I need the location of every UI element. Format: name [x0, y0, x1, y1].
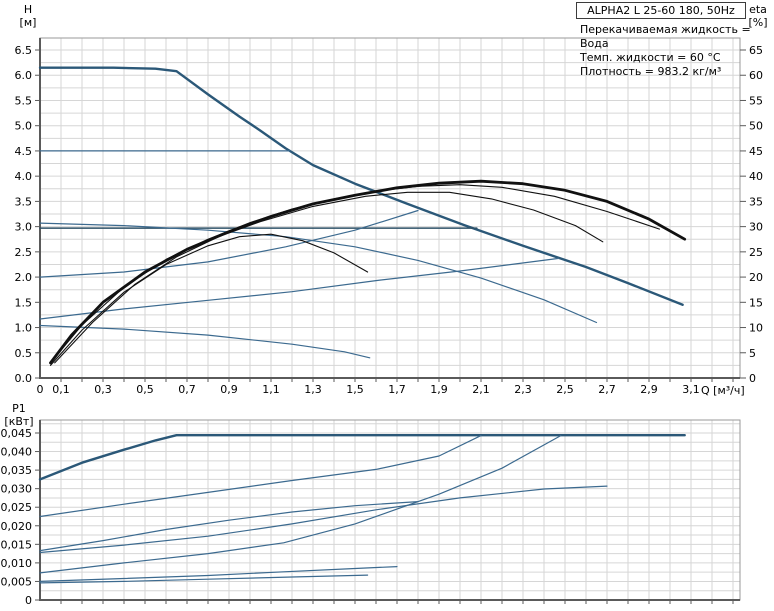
y-left-tick-label: 0,010	[1, 557, 33, 570]
liquid-info-block: Перекачиваемая жидкость = Вода Темп. жид…	[580, 23, 774, 79]
y-right-tick-label: 65	[749, 44, 763, 57]
series-prop-pressure-1	[39, 257, 560, 320]
pump-title: ALPHA2 L 25-60 180, 50Hz	[587, 4, 735, 17]
x-tick-label: 1,3	[304, 383, 322, 396]
y-right-tick-label: 30	[749, 221, 763, 234]
head-axis-symbol: H	[23, 3, 33, 16]
y-left-tick-label: 0.0	[15, 372, 33, 385]
series-p1-prop-pressure-1	[39, 565, 398, 583]
y-right-tick-label: 15	[749, 296, 763, 309]
info-line-liquid: Перекачиваемая жидкость = Вода	[580, 23, 751, 50]
series-p1-prop-pressure-2	[39, 435, 562, 574]
x-tick-label: 3,1	[682, 383, 700, 396]
series-p1-speed-1	[39, 574, 369, 584]
y-left-tick-label: 3.5	[15, 195, 33, 208]
eta-axis-unit: [%]	[748, 16, 768, 29]
y-right-tick-label: 50	[749, 120, 763, 133]
pump-title-box: ALPHA2 L 25-60 180, 50Hz	[576, 2, 746, 19]
y-right-tick-label: 55	[749, 94, 763, 107]
series-p1-speed-2	[39, 485, 608, 554]
head-axis-unit: [м]	[19, 16, 37, 29]
y-left-tick-label: 4.0	[15, 170, 33, 183]
axis-ticks: 0 0,1 0,3 0,5 0,7 0,9 1,1 1,3 1,5 1,7 1,9 2,1 2,3 2,5…	[15, 44, 764, 396]
x-tick-label: 0,9	[220, 383, 238, 396]
axis-ticks: 0 0,005 0,010 0,015 0,020 0,025 0,030 0,035 0,04…	[1, 427, 734, 607]
x-tick-label: 1,5	[346, 383, 364, 396]
x-tick-label: 2,5	[556, 383, 574, 396]
series-p1-const-pressure-4.5	[39, 501, 419, 552]
gridlines	[40, 38, 740, 378]
info-line-temperature: Темп. жидкости = 60 °C	[580, 51, 721, 64]
x-tick-label: 1,1	[262, 383, 280, 396]
x-tick-label: 0,3	[94, 383, 112, 396]
y-left-tick-label: 0,020	[1, 520, 33, 533]
eta-axis-label: eta [%]	[744, 3, 772, 29]
y-right-tick-label: 5	[749, 347, 756, 360]
series-p1-speed-3	[38, 434, 686, 481]
series-eta-b	[54, 191, 604, 364]
power-axis-label: P1 [кВт]	[2, 402, 36, 428]
power-axis-symbol: P1	[12, 402, 26, 415]
y-left-tick-label: 0	[25, 594, 32, 607]
y-right-tick-label: 45	[749, 145, 763, 158]
x-tick-label: 0,7	[178, 383, 196, 396]
series-speed-1-qh	[39, 324, 371, 359]
y-right-tick-label: 35	[749, 195, 763, 208]
y-left-tick-label: 5.5	[15, 94, 33, 107]
y-left-tick-label: 0,045	[1, 427, 33, 440]
y-left-tick-label: 0,015	[1, 538, 33, 551]
series-prop-pressure-2	[39, 209, 419, 278]
x-tick-label: 2,1	[472, 383, 490, 396]
y-left-tick-label: 0,005	[1, 575, 33, 588]
y-left-tick-label: 5.0	[15, 120, 33, 133]
y-left-tick-label: 0,040	[1, 446, 33, 459]
power-axis-unit: [кВт]	[4, 415, 34, 428]
y-left-tick-label: 0,030	[1, 483, 33, 496]
chart-1: 0 0,005 0,010 0,015 0,020 0,025 0,030 0,035 0,04…	[1, 419, 741, 607]
y-left-tick-label: 4.5	[15, 145, 33, 158]
eta-axis-symbol: eta	[749, 3, 767, 16]
x-tick-label: 1,7	[388, 383, 406, 396]
y-left-tick-label: 6.0	[15, 69, 33, 82]
y-right-tick-label: 0	[749, 372, 756, 385]
x-tick-label: 0,1	[52, 383, 70, 396]
series-eta-a	[52, 184, 661, 361]
y-left-tick-label: 1.5	[15, 296, 33, 309]
y-right-tick-label: 20	[749, 271, 763, 284]
head-axis-label: H [м]	[14, 3, 42, 29]
y-left-tick-label: 2.5	[15, 246, 33, 259]
y-left-tick-label: 1.0	[15, 322, 33, 335]
series-p1-const-pressure-3.0	[39, 435, 482, 518]
series-eta-c	[49, 233, 369, 366]
y-right-tick-label: 10	[749, 322, 763, 335]
y-right-tick-label: 40	[749, 170, 763, 183]
y-right-tick-label: 60	[749, 69, 763, 82]
flow-axis-label: Q [м³/ч]	[701, 384, 745, 397]
gridlines	[40, 420, 740, 600]
info-line-density: Плотность = 983.2 кг/м³	[580, 65, 722, 78]
x-tick-label: 2,7	[598, 383, 616, 396]
y-left-tick-label: 0.5	[15, 347, 33, 360]
x-tick-label: 0,5	[136, 383, 154, 396]
y-left-tick-label: 2.0	[15, 271, 33, 284]
x-tick-label: 0	[37, 383, 44, 396]
y-right-tick-label: 25	[749, 246, 763, 259]
y-left-tick-label: 6.5	[15, 44, 33, 57]
x-tick-label: 1,9	[430, 383, 448, 396]
x-tick-label: 2,3	[514, 383, 532, 396]
y-left-tick-label: 0,035	[1, 464, 33, 477]
series-speed-2-qh	[39, 222, 598, 324]
chart-0: 0 0,1 0,3 0,5 0,7 0,9 1,1 1,3 1,5 1,7 1,9 2,1 2,3 2,5…	[15, 37, 764, 396]
y-left-tick-label: 0,025	[1, 501, 33, 514]
x-tick-label: 2,9	[640, 383, 658, 396]
y-left-tick-label: 3.0	[15, 221, 33, 234]
series-speed-3-qh	[38, 66, 684, 306]
